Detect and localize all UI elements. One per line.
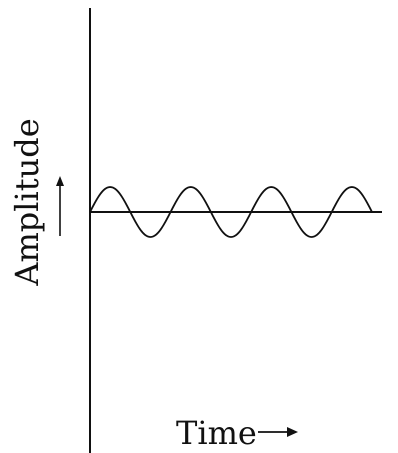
x-axis-label: Time <box>176 414 257 452</box>
right-arrow-icon <box>258 427 298 437</box>
up-arrow-icon <box>56 176 64 236</box>
sine-wave <box>89 186 373 238</box>
y-axis-label: Amplitude <box>8 118 46 286</box>
